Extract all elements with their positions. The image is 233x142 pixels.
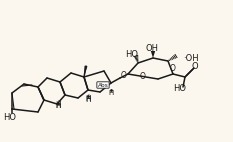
Text: H: H — [55, 103, 61, 109]
Text: HO: HO — [174, 83, 186, 92]
Text: HO: HO — [3, 112, 16, 122]
Text: H: H — [108, 90, 114, 96]
Text: O: O — [170, 63, 176, 73]
Polygon shape — [151, 51, 155, 58]
Text: O: O — [121, 70, 127, 80]
Polygon shape — [84, 66, 87, 77]
Text: Abs: Abs — [98, 83, 108, 87]
Text: OH: OH — [145, 43, 158, 53]
Text: Ḣ: Ḣ — [85, 94, 91, 104]
Text: HO: HO — [126, 50, 138, 59]
Text: O: O — [140, 72, 146, 81]
Text: H: H — [85, 96, 91, 102]
Text: Ḣ: Ḣ — [55, 102, 61, 110]
Text: ·OH: ·OH — [183, 54, 199, 62]
Text: O: O — [192, 61, 198, 70]
